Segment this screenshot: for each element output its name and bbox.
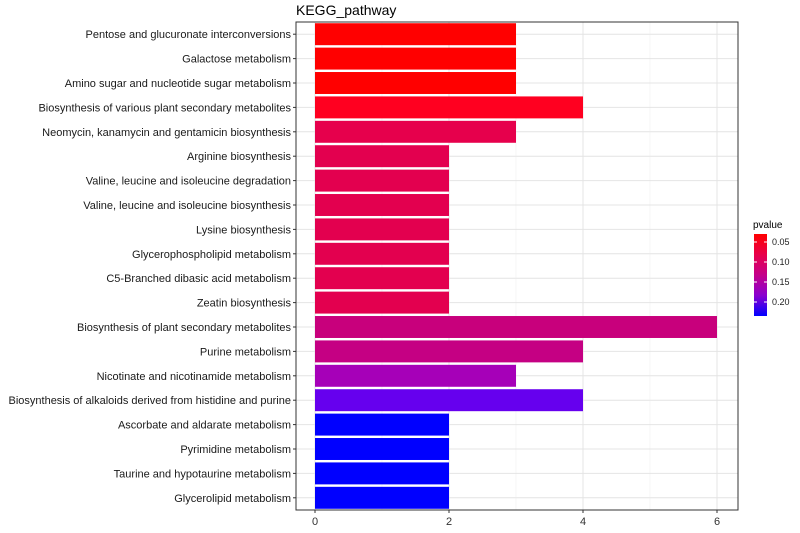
bar [315, 340, 583, 363]
bar [315, 389, 583, 412]
legend: 0.05 0.10 0.15 0.20 [754, 234, 790, 316]
category-label: Galactose metabolism [182, 54, 291, 66]
category-label: Pyrimidine metabolism [180, 444, 291, 456]
category-labels: Pentose and glucuronate interconversions… [9, 29, 296, 505]
category-label: Ascorbate and aldarate metabolism [118, 420, 291, 432]
category-label: Pentose and glucuronate interconversions [86, 29, 292, 41]
category-label: Glycerolipid metabolism [174, 493, 291, 505]
bar [315, 462, 449, 485]
bar [315, 96, 583, 119]
category-label: C5-Branched dibasic acid metabolism [106, 273, 291, 285]
bar [315, 218, 449, 241]
bar [315, 145, 449, 168]
category-label: Lysine biosynthesis [196, 224, 291, 236]
legend-colorbar [754, 234, 767, 316]
bar [315, 194, 449, 216]
category-label: Valine, leucine and isoleucine biosynthe… [83, 200, 291, 212]
bar [315, 267, 449, 290]
category-label: Glycerophospholipid metabolism [132, 249, 291, 261]
legend-title: pvalue [753, 220, 783, 231]
bar [315, 242, 449, 265]
bar [315, 72, 516, 94]
legend-tick-label: 0.15 [772, 277, 790, 287]
legend-tick-label: 0.10 [772, 257, 790, 267]
category-label: Biosynthesis of alkaloids derived from h… [9, 395, 292, 407]
bar [315, 316, 717, 338]
category-label: Purine metabolism [200, 346, 291, 358]
category-label: Biosynthesis of various plant secondary … [38, 102, 291, 114]
category-label: Nicotinate and nicotinamide metabolism [97, 371, 291, 383]
category-label: Arginine biosynthesis [187, 151, 291, 163]
category-label: Biosynthesis of plant secondary metaboli… [77, 322, 292, 334]
bar [315, 120, 516, 143]
legend-tick-label: 0.05 [772, 237, 790, 247]
bar [315, 291, 449, 314]
category-label: Valine, leucine and isoleucine degradati… [86, 176, 291, 188]
legend-tick-label: 0.20 [772, 297, 790, 307]
grid-lines [296, 22, 738, 510]
chart-title: KEGG_pathway [296, 2, 396, 18]
bars [315, 23, 717, 509]
x-tick-label: 4 [580, 516, 586, 528]
category-label: Taurine and hypotaurine metabolism [114, 468, 291, 480]
bar [315, 413, 449, 436]
category-label: Amino sugar and nucleotide sugar metabol… [65, 78, 291, 90]
bar [315, 486, 449, 509]
bar [315, 364, 516, 387]
x-axis: 0 2 4 6 [312, 510, 720, 528]
bar [315, 438, 449, 460]
x-tick-label: 0 [312, 516, 318, 528]
category-label: Neomycin, kanamycin and gentamicin biosy… [42, 127, 291, 139]
category-label: Zeatin biosynthesis [197, 298, 292, 310]
x-tick-label: 6 [714, 516, 720, 528]
bar [315, 47, 516, 70]
x-tick-label: 2 [446, 516, 452, 528]
plot-border [295, 21, 739, 511]
bar [315, 169, 449, 192]
plot-background [296, 22, 738, 510]
bar [315, 23, 516, 46]
